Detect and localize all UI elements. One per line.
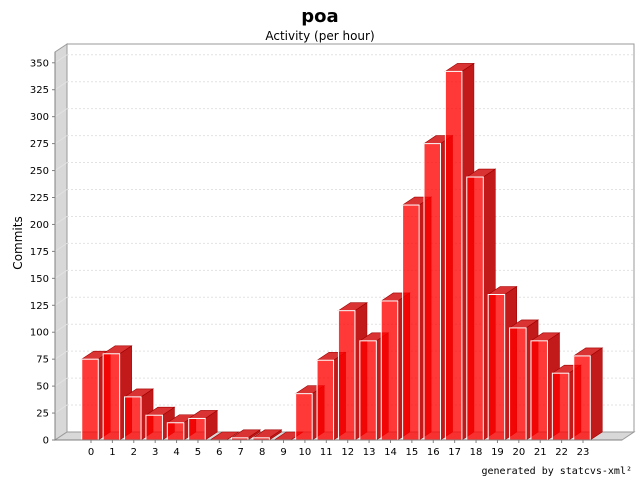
x-tick-label: 23 — [577, 447, 590, 458]
bar-side — [590, 348, 602, 440]
x-tick-label: 0 — [88, 447, 94, 458]
bar-front — [296, 394, 313, 440]
x-tick-label: 19 — [491, 447, 504, 458]
bar-front — [403, 205, 420, 440]
bar-23 — [574, 348, 603, 440]
x-tick-label: 5 — [195, 447, 201, 458]
x-axis: 0 1 2 3 4 5 6 7 8 9 10 11 12 13 14 15 16 17 18 19 20 21 22 23 — [55, 440, 622, 458]
y-tick-label: 325 — [30, 85, 49, 96]
bar-front — [146, 415, 163, 440]
bar-front — [360, 341, 377, 440]
x-tick-label: 14 — [384, 447, 397, 458]
y-tick-label: 350 — [30, 58, 49, 69]
x-tick-label: 20 — [512, 447, 525, 458]
y-tick-label: 175 — [30, 247, 49, 258]
y-tick-label: 100 — [30, 328, 49, 339]
y-tick-label: 0 — [43, 436, 49, 447]
x-tick-label: 2 — [131, 447, 137, 458]
bar-front — [510, 328, 526, 440]
left-wall — [55, 44, 67, 440]
x-tick-label: 12 — [341, 447, 354, 458]
bar-front — [467, 177, 484, 440]
x-tick-label: 6 — [216, 447, 222, 458]
bar-front — [424, 144, 441, 440]
chart-title: poa — [301, 6, 338, 27]
y-tick-label: 150 — [30, 274, 49, 285]
x-tick-label: 8 — [259, 447, 265, 458]
x-tick-label: 4 — [173, 447, 179, 458]
bar-front — [488, 295, 505, 441]
bar-front — [445, 71, 462, 440]
bar-front — [381, 301, 398, 440]
bar-front — [189, 418, 206, 440]
bar-front — [338, 311, 355, 440]
x-tick-label: 7 — [238, 447, 244, 458]
y-tick-label: 225 — [30, 193, 49, 204]
bar-front — [574, 356, 591, 440]
y-tick-label: 125 — [30, 301, 49, 312]
x-tick-label: 3 — [152, 447, 158, 458]
bar-front — [82, 359, 99, 440]
generator-credit: generated by statcvs-xml² — [481, 466, 632, 477]
x-tick-label: 18 — [470, 447, 483, 458]
x-tick-label: 9 — [280, 447, 286, 458]
bar-front — [125, 397, 142, 440]
x-tick-label: 17 — [448, 447, 461, 458]
bar-front — [103, 354, 120, 440]
y-tick-label: 75 — [36, 355, 49, 366]
x-tick-label: 13 — [363, 447, 376, 458]
y-tick-label: 300 — [30, 112, 49, 123]
x-tick-label: 16 — [427, 447, 440, 458]
x-tick-label: 21 — [534, 447, 547, 458]
y-axis: 0 25 50 75 100 125 150 175 200 225 250 275 300 325 350 — [30, 52, 55, 447]
x-tick-label: 1 — [109, 447, 115, 458]
bar-front — [552, 373, 569, 440]
bar-front — [167, 423, 184, 440]
y-tick-label: 275 — [30, 139, 49, 150]
x-tick-label: 15 — [406, 447, 419, 458]
chart-subtitle: Activity (per hour) — [265, 29, 374, 43]
y-tick-label: 25 — [36, 409, 49, 420]
y-tick-label: 50 — [36, 382, 49, 393]
bar-front — [531, 341, 548, 440]
y-tick-label: 250 — [30, 166, 49, 177]
y-tick-label: 200 — [30, 220, 49, 231]
x-tick-label: 22 — [555, 447, 568, 458]
x-tick-label: 10 — [299, 447, 312, 458]
y-axis-label: Commits — [11, 216, 25, 269]
bar-front — [317, 360, 334, 440]
x-tick-label: 11 — [320, 447, 333, 458]
